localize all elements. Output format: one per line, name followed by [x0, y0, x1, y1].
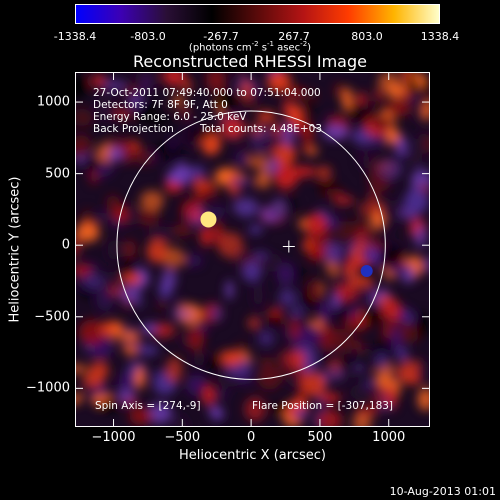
spin-axis-marker [282, 240, 295, 253]
y-tick-label: 0 [61, 237, 70, 253]
x-tick-label: −500 [164, 430, 201, 445]
info-line-counts: Total counts: 4.48E+03 [200, 123, 323, 135]
colorbar-tick-label: -803.0 [130, 30, 166, 43]
axis-ticks [75, 72, 430, 427]
chart-title: Reconstructed RHESSI Image [133, 52, 367, 71]
y-tick-label: −500 [34, 309, 70, 325]
colorbar-gradient [75, 4, 440, 24]
timestamp-footer: 10-Aug-2013 01:01 [389, 485, 496, 498]
colorbar-tick-label: 803.0 [351, 30, 383, 43]
colorbar-tick-label: 267.7 [278, 30, 310, 43]
colorbar-tick-label: -1338.4 [53, 30, 97, 43]
info-line-method: Back Projection [93, 123, 174, 135]
x-tick-label: 0 [246, 430, 256, 445]
y-tick-label: 500 [45, 166, 70, 182]
negative-spot [360, 264, 373, 277]
y-tick-label: 1000 [36, 94, 70, 110]
colorbar-tick-label: 1338.4 [420, 30, 460, 43]
bright-source [200, 211, 217, 228]
y-axis-label: Heliocentric Y (arcsec) [7, 176, 23, 323]
x-axis-label: Heliocentric X (arcsec) [179, 448, 326, 463]
info-line-detectors: Detectors: 7F 8F 9F, Att 0 [93, 99, 228, 111]
plot-area [75, 72, 430, 427]
flare-position-text: Flare Position = [-307,183] [252, 400, 394, 412]
x-tick-label: 500 [307, 430, 333, 445]
spin-axis-text: Spin Axis = [274,-9] [95, 400, 201, 412]
info-line-time: 27-Oct-2011 07:49:40.000 to 07:51:04.000 [93, 87, 321, 99]
solar-limb [116, 110, 386, 380]
info-line-energy: Energy Range: 6.0 - 25.0 keV [93, 111, 247, 123]
x-tick-label: 1000 [372, 430, 406, 445]
colorbar-units: (photons cm-2 s-1 asec-2) [188, 40, 312, 54]
plot-frame [75, 72, 430, 427]
y-tick-label: −1000 [26, 380, 70, 396]
x-tick-label: −1000 [91, 430, 136, 445]
colorbar-tick-label: -267.7 [203, 30, 239, 43]
